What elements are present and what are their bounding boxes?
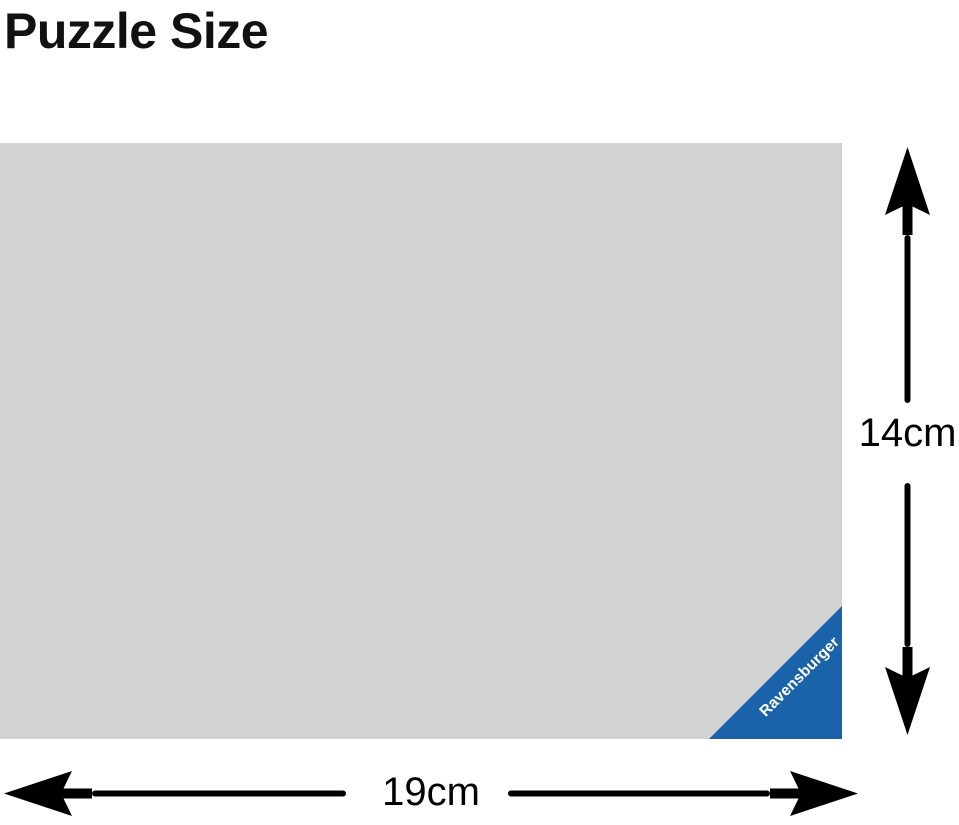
width-line-right bbox=[508, 790, 770, 797]
brand-triangle-shape bbox=[709, 606, 842, 739]
height-line-lower bbox=[904, 483, 911, 647]
width-line-left bbox=[92, 790, 346, 797]
arrow-up-icon bbox=[885, 147, 930, 235]
width-dimension-label: 19cm bbox=[382, 770, 480, 814]
arrow-down-icon bbox=[885, 647, 930, 735]
height-dimension-indicator: 14cm bbox=[856, 143, 959, 739]
height-arrow-graphic bbox=[885, 147, 930, 735]
width-dimension-indicator: 19cm bbox=[0, 762, 862, 825]
arrow-right-icon bbox=[770, 771, 858, 816]
page-title: Puzzle Size bbox=[4, 3, 269, 59]
puzzle-preview-image: Ravensburger bbox=[0, 143, 842, 739]
width-arrow-graphic bbox=[4, 771, 858, 816]
height-line-upper bbox=[904, 235, 911, 403]
height-dimension-label: 14cm bbox=[858, 411, 957, 455]
arrow-left-icon bbox=[4, 771, 92, 816]
ravensburger-brand-corner: Ravensburger bbox=[709, 606, 842, 739]
